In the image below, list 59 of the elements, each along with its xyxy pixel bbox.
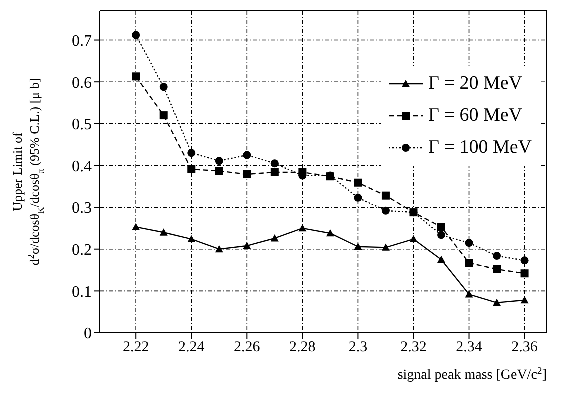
point [270,160,279,168]
point [465,290,474,298]
legend-label: Γ = 20 MeV [428,73,522,95]
y-tick-label: 0.2 [72,242,92,260]
point [298,224,307,232]
x-axis-title: signal peak mass [GeV/c$^{2}$] [398,366,547,383]
point [188,149,196,158]
x-tick-label: 2.24 [178,340,206,356]
point [520,296,529,304]
point [215,245,224,253]
point [215,167,224,176]
point [520,256,529,265]
point [160,228,168,236]
point [243,151,252,160]
y-tick-label: 0.4 [72,158,92,176]
point [493,252,502,260]
point [132,223,140,230]
point [382,192,390,200]
y-tick-label: 0.3 [72,200,92,218]
point [354,178,362,187]
point [354,242,362,250]
y-tick-label: 0 [84,326,92,343]
x-tick-label: 2.3 [348,340,368,356]
point [243,170,252,179]
x-tick-label: 2.28 [290,340,316,356]
point [188,235,196,243]
point [465,239,474,248]
point [270,168,279,176]
point [160,83,168,92]
point [270,234,279,242]
x-tick-label: 2.26 [234,340,261,356]
point [437,256,446,264]
point [437,231,446,240]
point [326,229,334,237]
x-tick-label: 2.22 [122,340,150,356]
point [493,265,502,274]
x-tick-label: 2.34 [456,340,483,356]
point [382,244,390,251]
x-tick-label: 2.36 [512,340,538,356]
point [520,270,529,278]
point [188,165,196,174]
point [493,298,502,306]
y-tick-label: 0.6 [72,74,92,92]
legend-label: Γ = 100 MeV [428,137,532,159]
y-tick-label: 0.5 [72,116,92,134]
y-tick-label: 0.7 [72,32,92,50]
point [160,112,168,120]
y-tick-label: 0.1 [72,284,92,301]
legend-label: Γ = 60 MeV [428,105,522,127]
point [410,235,418,243]
x-tick-label: 2.32 [400,340,427,356]
point [437,223,446,232]
point [132,72,140,81]
point [132,31,140,40]
point [215,157,224,166]
point [354,194,362,202]
point [465,259,474,268]
point [382,206,390,215]
point [243,242,252,250]
